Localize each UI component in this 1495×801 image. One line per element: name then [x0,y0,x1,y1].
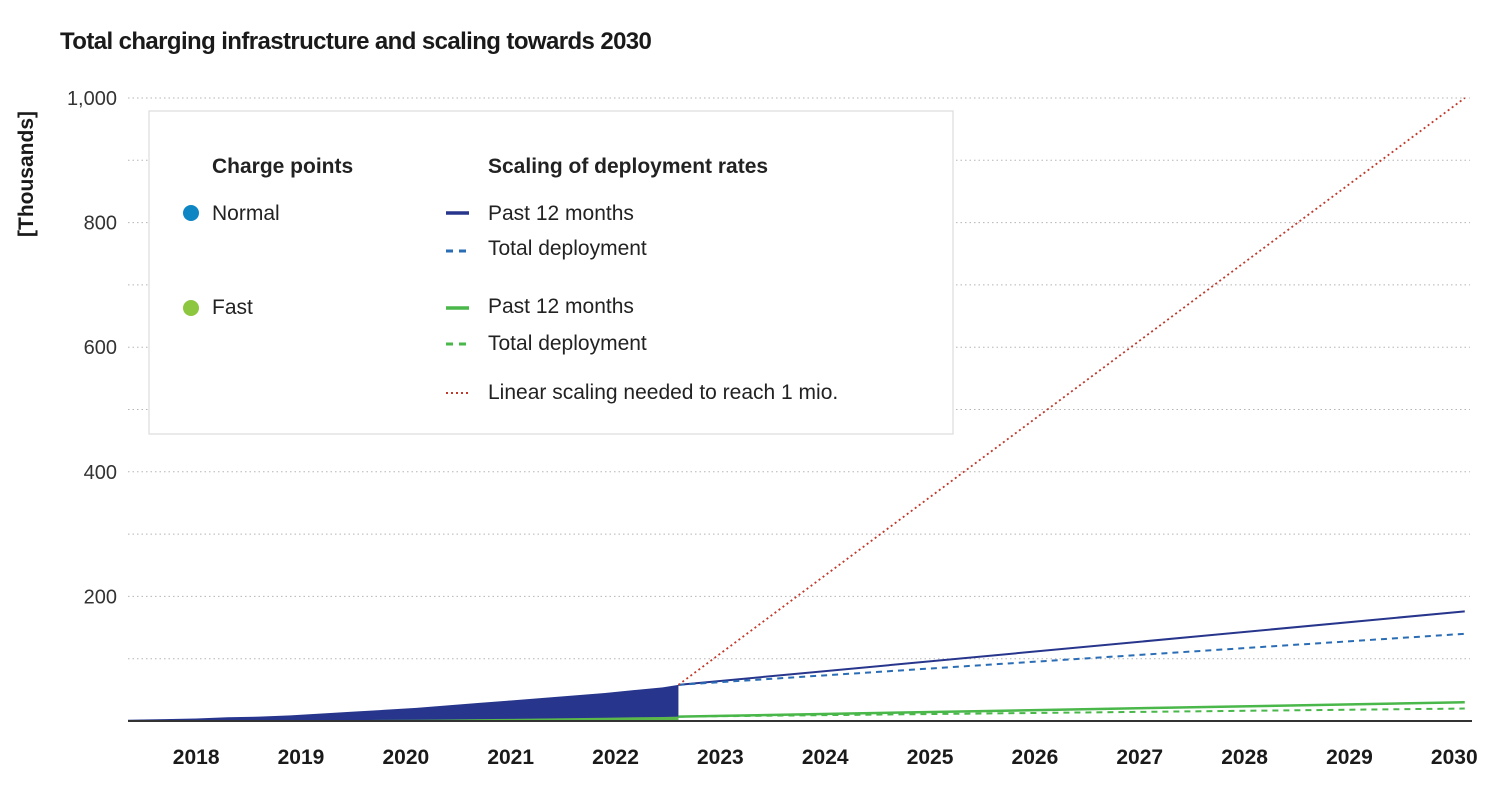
legend-linear-label: Linear scaling needed to reach 1 mio. [488,381,838,404]
x-tick-label: 2024 [802,746,849,769]
legend-fast-total-label: Total deployment [488,332,647,355]
x-tick-label: 2027 [1116,746,1163,769]
x-tick-label: 2028 [1221,746,1268,769]
x-tick-label: 2030 [1431,746,1478,769]
areas [128,684,679,721]
legend: Charge points Scaling of deployment rate… [148,110,954,435]
x-tick-label: 2022 [592,746,639,769]
x-tick-label: 2023 [697,746,744,769]
x-tick-label: 2026 [1012,746,1059,769]
legend-heading-charge-points: Charge points [212,155,353,178]
legend-fast-dot [183,300,199,316]
x-tick-label: 2019 [278,746,325,769]
linear-scaling-line [677,97,1466,686]
y-tick-label: 1,000 [67,88,117,110]
chart-title: Total charging infrastructure and scalin… [60,28,652,55]
legend-normal-dot [183,205,199,221]
x-tick-label: 2029 [1326,746,1373,769]
legend-fast-past12-label: Past 12 months [488,295,634,318]
y-tick-label: 800 [84,213,117,235]
y-tick-label: 400 [84,462,117,484]
y-tick-label: 200 [84,586,117,608]
y-axis-label: [Thousands] [15,111,38,237]
legend-normal-total-label: Total deployment [488,237,647,260]
y-tick-label: 600 [84,337,117,359]
legend-box [148,110,954,435]
normal-area [128,684,679,721]
legend-normal-past12-label: Past 12 months [488,202,634,225]
fast-past12-line [678,701,1465,718]
axes: 200 400 600 800 1,000 2018 2019 2020 2021 2022 202… [67,88,1478,769]
normal-past12-line [678,610,1465,686]
x-tick-label: 2025 [907,746,954,769]
x-tick-label: 2020 [382,746,429,769]
normal-total-line [678,632,1465,686]
fast-area [128,716,679,721]
legend-fast-label: Fast [212,296,253,319]
series-lines [677,97,1466,718]
legend-heading-scaling: Scaling of deployment rates [488,155,768,178]
x-tick-label: 2021 [487,746,534,769]
x-tick-label: 2018 [173,746,220,769]
legend-normal-label: Normal [212,202,280,225]
